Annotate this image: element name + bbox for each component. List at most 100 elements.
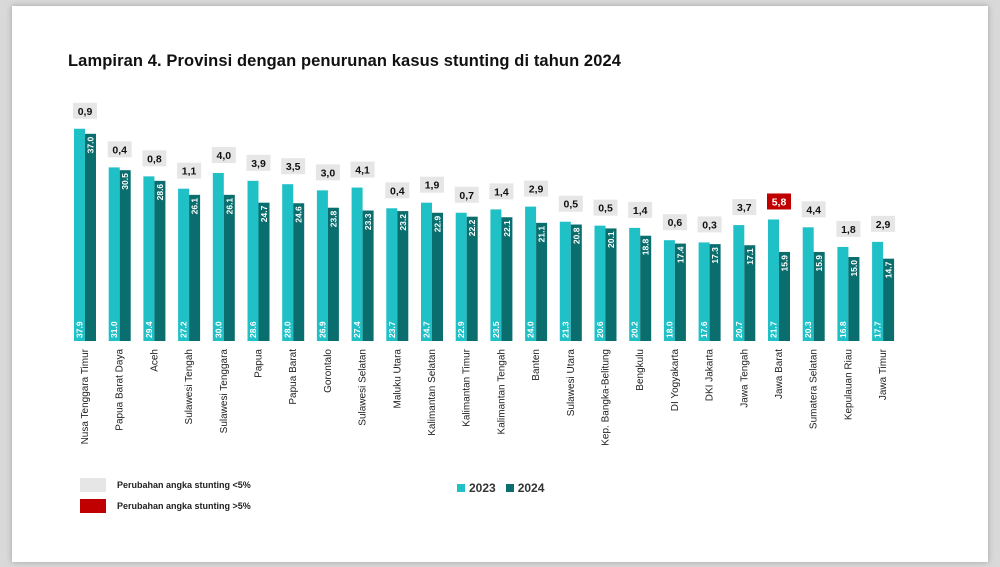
bar-2024 xyxy=(119,170,131,341)
legend-swatch-large-change xyxy=(80,499,106,513)
category-label: Maluku Utara xyxy=(392,349,403,409)
bar-2024 xyxy=(85,133,96,341)
bar-2024 xyxy=(883,258,895,341)
bar-2023 xyxy=(316,190,328,341)
value-label-2024: 26.1 xyxy=(190,198,200,215)
category-label: Kepulauan Riau xyxy=(843,349,854,420)
value-label-2024: 28.6 xyxy=(155,184,165,201)
bar-2024 xyxy=(848,257,860,341)
category-label: Jawa Timur xyxy=(878,348,889,400)
category-label: Kalimantan Selatan xyxy=(427,349,438,436)
change-label: 0,7 xyxy=(459,190,474,202)
chart-title: Lampiran 4. Provinsi dengan penurunan ka… xyxy=(68,52,622,70)
bar-2024 xyxy=(501,217,513,341)
value-label-2024: 20.8 xyxy=(571,227,581,244)
value-label-2024: 15.9 xyxy=(780,255,790,272)
change-badge xyxy=(211,147,236,163)
category-label: Banten xyxy=(531,349,542,381)
bar-2023 xyxy=(663,240,675,341)
value-label-2024: 22.9 xyxy=(433,215,443,232)
value-label-2024: 14.7 xyxy=(884,261,894,278)
value-label-2023: 29.4 xyxy=(144,321,154,338)
bar-2023 xyxy=(247,180,259,341)
bar-2023 xyxy=(282,184,294,341)
value-label-2024: 26.1 xyxy=(224,198,234,215)
value-label-2023: 23.7 xyxy=(387,321,397,338)
category-label: Bengkulu xyxy=(635,349,646,391)
category-label: Gorontalo xyxy=(323,349,334,393)
bar-2023 xyxy=(490,209,502,341)
legend-swatch-small-change xyxy=(80,478,106,492)
bar-2023 xyxy=(525,206,537,341)
change-badge xyxy=(177,162,202,179)
bar-2023 xyxy=(108,167,120,341)
change-label: 1,1 xyxy=(182,166,197,178)
category-label: DKI Jakarta xyxy=(705,349,716,402)
value-label-2023: 37.9 xyxy=(75,321,85,338)
value-label-2023: 20.6 xyxy=(595,321,605,338)
category-label: Kalimantan Tengah xyxy=(496,349,507,434)
change-badge xyxy=(107,141,132,158)
value-label-2023: 28.6 xyxy=(248,321,258,338)
change-badge xyxy=(628,201,653,218)
change-badge xyxy=(350,161,375,178)
category-label: Nusa Tenggara Timur xyxy=(80,348,91,444)
value-label-2024: 21.1 xyxy=(537,226,547,243)
change-label: 0,4 xyxy=(390,185,405,197)
value-label-2023: 17.6 xyxy=(699,321,709,338)
bar-2024 xyxy=(293,203,305,341)
value-label-2024: 37.0 xyxy=(86,137,96,154)
category-label: Papua xyxy=(254,349,265,378)
change-label: 1,8 xyxy=(841,224,856,236)
bar-2024 xyxy=(189,194,201,341)
category-label: Papua Barat xyxy=(288,349,299,405)
change-badge xyxy=(420,176,444,193)
bar-2023 xyxy=(872,241,884,341)
change-badge xyxy=(871,215,896,232)
bar-2024 xyxy=(223,194,235,341)
bar-2024 xyxy=(605,228,617,341)
category-label: Aceh xyxy=(149,349,160,372)
change-label: 5,8 xyxy=(772,196,787,208)
bar-2023 xyxy=(594,225,606,341)
value-label-2023: 17.7 xyxy=(873,321,883,338)
series-legend: 2023 2024 xyxy=(457,481,544,495)
value-label-2023: 22.9 xyxy=(456,321,466,338)
value-label-2023: 24.0 xyxy=(526,321,536,338)
change-label: 3,9 xyxy=(251,158,266,170)
value-label-2023: 21.3 xyxy=(560,321,570,338)
change-badge xyxy=(836,220,861,237)
change-label: 3,0 xyxy=(321,167,336,179)
legend-label-large-change: Perubahan angka stunting >5% xyxy=(117,501,251,511)
category-label: Jawa Barat xyxy=(774,349,785,399)
change-badge xyxy=(801,201,826,218)
bar-2024 xyxy=(432,212,443,341)
change-badge xyxy=(489,183,514,200)
value-label-2024: 22.1 xyxy=(502,220,512,237)
change-label: 4,4 xyxy=(806,204,821,216)
value-label-2024: 22.2 xyxy=(467,219,477,236)
value-label-2023: 30.0 xyxy=(213,321,223,338)
legend-label-2023: 2023 xyxy=(469,481,496,495)
value-label-2023: 20.7 xyxy=(734,321,744,338)
change-badge xyxy=(142,150,167,167)
legend-swatch-2024 xyxy=(505,484,514,492)
value-label-2023: 27.2 xyxy=(179,321,189,338)
bar-2024 xyxy=(709,244,721,341)
category-label: DI Yogyakarta xyxy=(670,349,681,412)
change-badge xyxy=(558,195,583,212)
value-label-2023: 21.7 xyxy=(769,321,779,338)
change-label: 4,1 xyxy=(355,165,370,177)
change-badge xyxy=(662,214,687,231)
value-label-2023: 28.0 xyxy=(283,321,293,338)
change-label: 4,0 xyxy=(216,150,231,162)
change-label: 0,8 xyxy=(147,153,162,165)
bar-2024 xyxy=(154,180,166,341)
category-label: Kalimantan Timur xyxy=(462,348,473,426)
bar-2024 xyxy=(674,243,686,341)
category-label: Kep. Bangka-Belitung xyxy=(601,349,612,446)
bar-2023 xyxy=(768,219,779,341)
change-badge xyxy=(281,158,306,175)
value-label-2024: 23.8 xyxy=(328,210,338,227)
bar-2024 xyxy=(327,207,339,341)
